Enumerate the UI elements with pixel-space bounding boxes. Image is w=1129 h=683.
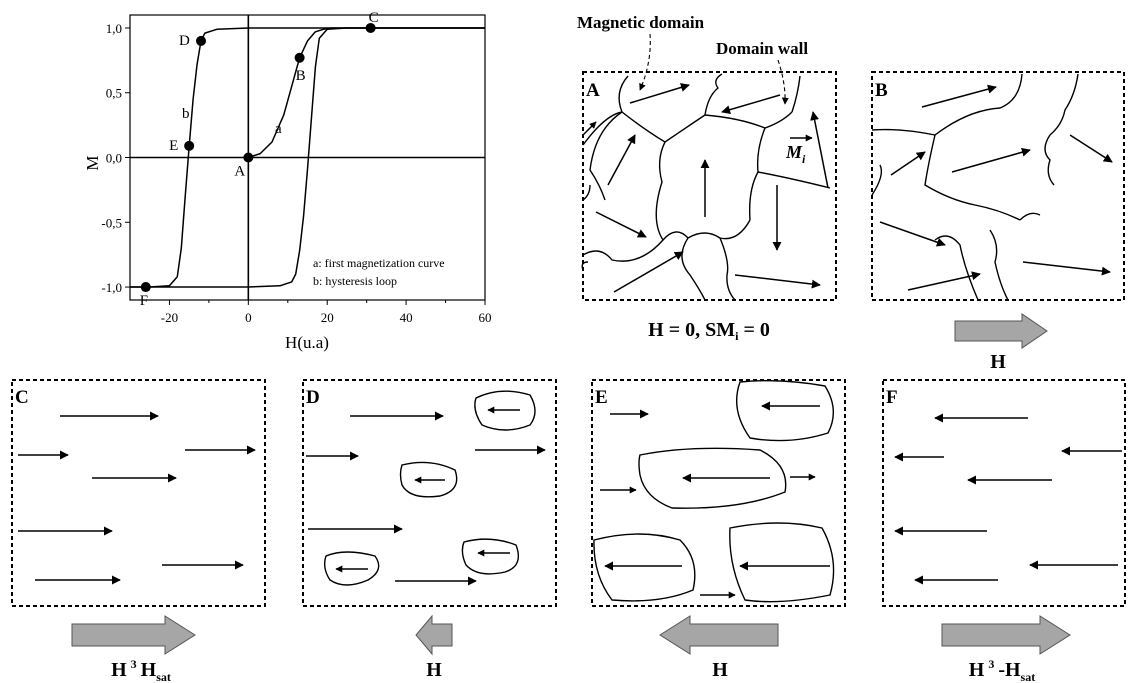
curve-series-1: [130, 27, 485, 288]
panel-F: F: [882, 379, 1126, 607]
chart-points: A B C D E F: [140, 10, 379, 309]
y-tick-label: -1,0: [101, 280, 122, 295]
point-label-F: F: [140, 293, 148, 309]
panel-E-label: E: [595, 387, 608, 408]
y-tick-label: 1,0: [106, 21, 122, 36]
panel-A: A Mi: [581, 71, 837, 301]
panel-B-frame: [871, 71, 1125, 301]
x-tick-label: 60: [479, 310, 492, 325]
panel-D-field-arrow: [415, 614, 453, 656]
reverse-domains-D: [323, 390, 536, 586]
panel-B-field-arrow: [954, 313, 1048, 349]
panel-D-caption: H: [426, 659, 442, 681]
hysteresis-chart: -20 0 20 40 60 1,0 0,5 0,0 -0,5 -1,0 A B C D E F M H(u…: [83, 10, 492, 352]
panel-B-label: B: [875, 80, 888, 101]
panel-A-frame: [582, 71, 837, 301]
point-marker-B: [294, 52, 305, 63]
panel-E-field-arrow: [659, 615, 779, 655]
panel-D: D: [302, 379, 557, 607]
point-label-E: E: [169, 138, 178, 154]
panel-E: E: [591, 379, 846, 607]
x-axis-label: H(u.a): [285, 333, 329, 352]
panel-A-label: A: [586, 80, 600, 101]
panel-B: B: [871, 71, 1125, 301]
domain-wall-pointer: [777, 59, 789, 105]
point-marker-C: [365, 22, 376, 33]
domain-wall-label: Domain wall: [716, 39, 808, 58]
panel-F-field-arrow: [941, 615, 1071, 655]
curve-label-b: b: [182, 106, 190, 122]
panel-E-frame: [591, 379, 846, 607]
moment-arrows-F: [894, 413, 1122, 585]
moment-arrows-E: [600, 401, 830, 599]
x-tick-label: -20: [161, 310, 178, 325]
y-axis-label: M: [83, 155, 102, 170]
point-label-B: B: [296, 68, 306, 84]
x-tick-label: 40: [400, 310, 413, 325]
y-tick-label: 0,5: [106, 86, 122, 101]
magnetic-domain-label: Magnetic domain: [577, 13, 705, 32]
panel-E-caption: H: [712, 659, 728, 681]
point-label-D: D: [179, 33, 190, 49]
chart-curves: [130, 27, 485, 288]
point-marker-E: [184, 140, 195, 151]
moment-arrows-B: [879, 84, 1113, 291]
point-label-A: A: [234, 164, 245, 180]
panel-C: C: [11, 379, 266, 607]
panel-C-label: C: [15, 387, 29, 408]
panel-B-caption: H: [990, 351, 1006, 373]
moment-arrows-C: [18, 411, 256, 585]
domain-walls-A: [581, 73, 831, 301]
legend-entry-a: a: first magnetization curve: [313, 256, 445, 270]
moment-arrows-A: [582, 83, 829, 293]
panel-C-caption: H 3 Hsat: [111, 657, 171, 683]
panel-C-field-arrow: [71, 615, 196, 655]
magnetic-domain-pointer: [639, 33, 651, 91]
point-marker-D: [196, 35, 206, 46]
y-tick-label: -0,5: [101, 215, 122, 230]
curve-label-a: a: [275, 121, 282, 137]
panel-F-label: F: [886, 387, 898, 408]
legend-entry-b: b: hysteresis loop: [313, 274, 397, 288]
moment-vector-label: Mi: [785, 142, 806, 166]
reverse-domains-E: [593, 379, 835, 603]
panel-F-frame: [882, 379, 1126, 607]
curve-series-0: [248, 27, 485, 159]
y-tick-label: 0,0: [106, 151, 122, 166]
panel-A-caption: H = 0, SMi = 0: [648, 319, 770, 343]
x-tick-label: 20: [321, 310, 334, 325]
panel-F-caption: H 3 -Hsat: [969, 657, 1035, 683]
domain-walls-B: [871, 73, 1079, 301]
chart-ticks: -20 0 20 40 60 1,0 0,5 0,0 -0,5 -1,0: [101, 21, 491, 325]
panel-D-label: D: [306, 387, 320, 408]
panel-D-frame: [302, 379, 557, 607]
panel-C-frame: [11, 379, 266, 607]
point-marker-F: [140, 282, 151, 293]
curve-series-2: [130, 27, 485, 288]
point-label-C: C: [369, 10, 379, 26]
x-tick-label: 0: [245, 310, 252, 325]
moment-arrows-D: [306, 406, 546, 586]
point-marker-A: [243, 152, 254, 163]
